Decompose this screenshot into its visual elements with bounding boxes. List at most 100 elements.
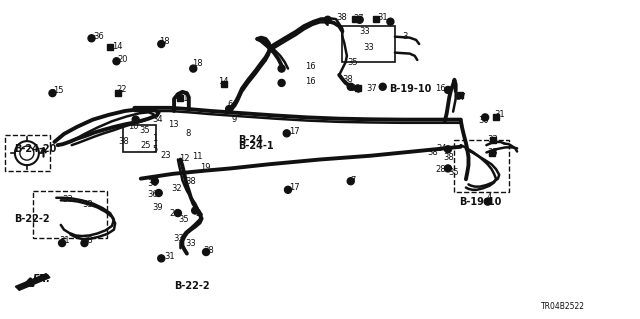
Text: 18: 18 <box>159 37 170 46</box>
Circle shape <box>190 65 196 72</box>
Text: 26: 26 <box>170 209 180 218</box>
Circle shape <box>175 210 181 217</box>
Text: 14: 14 <box>218 77 228 86</box>
Text: 8: 8 <box>186 129 191 138</box>
Text: 13: 13 <box>168 120 179 129</box>
Circle shape <box>445 165 451 172</box>
Circle shape <box>285 186 291 193</box>
Text: 38: 38 <box>428 148 438 157</box>
Circle shape <box>324 16 331 23</box>
Circle shape <box>445 86 451 93</box>
Circle shape <box>49 90 56 97</box>
Text: B-19-10: B-19-10 <box>460 197 502 207</box>
Bar <box>115 90 122 95</box>
Text: 5: 5 <box>152 145 157 154</box>
Circle shape <box>156 189 162 197</box>
Text: 35: 35 <box>347 58 358 67</box>
Text: 33: 33 <box>488 148 499 157</box>
Text: 3: 3 <box>402 32 407 41</box>
Text: 6: 6 <box>227 100 232 109</box>
Text: 11: 11 <box>192 152 202 161</box>
Text: 37: 37 <box>366 84 377 93</box>
Bar <box>33 191 107 238</box>
Bar <box>177 95 184 101</box>
Text: 33: 33 <box>360 27 371 36</box>
Text: 14: 14 <box>112 42 122 51</box>
Text: 31: 31 <box>164 252 175 261</box>
Text: 33: 33 <box>63 195 74 204</box>
Text: 27: 27 <box>353 14 364 23</box>
Text: 29: 29 <box>351 84 361 93</box>
Text: 31: 31 <box>494 110 505 119</box>
Text: 38: 38 <box>342 75 353 84</box>
Circle shape <box>482 114 488 121</box>
Text: TR04B2522: TR04B2522 <box>541 302 585 311</box>
Text: 31: 31 <box>378 13 388 22</box>
Text: 33: 33 <box>173 234 184 243</box>
Bar <box>5 135 50 171</box>
Bar <box>123 125 156 152</box>
Text: 33: 33 <box>82 200 93 209</box>
Text: 16: 16 <box>305 77 316 86</box>
Text: 35: 35 <box>178 215 189 224</box>
Text: 33: 33 <box>364 43 374 52</box>
Text: 17: 17 <box>289 127 300 136</box>
Text: B-19-10: B-19-10 <box>389 84 431 94</box>
Text: 38: 38 <box>204 246 214 255</box>
Circle shape <box>113 58 120 65</box>
Text: 10: 10 <box>128 122 138 131</box>
Text: 17: 17 <box>289 183 300 192</box>
Text: B-24: B-24 <box>238 135 263 145</box>
Bar <box>490 137 496 143</box>
Circle shape <box>387 18 394 25</box>
Text: B-22-2: B-22-2 <box>14 214 50 225</box>
Bar <box>221 81 227 86</box>
Text: 23: 23 <box>160 151 171 160</box>
Circle shape <box>380 83 386 90</box>
Circle shape <box>445 146 451 153</box>
Text: 21: 21 <box>178 94 188 103</box>
Circle shape <box>81 240 88 247</box>
Bar <box>456 92 463 98</box>
Text: B-24-1: B-24-1 <box>238 141 274 151</box>
Bar <box>373 16 380 22</box>
Text: 12: 12 <box>179 154 189 163</box>
Text: 35: 35 <box>139 126 150 135</box>
Text: 2: 2 <box>195 209 200 218</box>
Text: 38: 38 <box>443 153 454 162</box>
Text: 38: 38 <box>82 236 93 245</box>
Circle shape <box>284 130 290 137</box>
Text: 36: 36 <box>93 32 104 41</box>
Circle shape <box>132 116 139 123</box>
Text: 38: 38 <box>336 13 347 22</box>
Bar <box>493 115 499 120</box>
Text: 18: 18 <box>192 59 203 68</box>
Bar <box>488 150 495 156</box>
Text: FR.: FR. <box>33 274 51 284</box>
Text: 36: 36 <box>147 190 158 199</box>
Circle shape <box>203 249 209 256</box>
Text: 28: 28 <box>435 165 446 174</box>
Text: B-24-20: B-24-20 <box>14 144 56 154</box>
Text: 15: 15 <box>53 86 63 95</box>
Circle shape <box>484 198 491 205</box>
Text: 20: 20 <box>117 55 127 63</box>
Bar <box>107 44 113 50</box>
Text: 38: 38 <box>186 177 196 186</box>
Text: 30: 30 <box>479 116 490 125</box>
Circle shape <box>356 16 363 23</box>
Text: 22: 22 <box>116 85 127 94</box>
Circle shape <box>152 178 158 185</box>
Text: 31: 31 <box>60 236 70 245</box>
Bar <box>352 16 358 22</box>
Text: 32: 32 <box>172 184 182 193</box>
Circle shape <box>88 35 95 42</box>
Text: 34: 34 <box>152 115 163 124</box>
Circle shape <box>348 83 354 90</box>
Circle shape <box>226 106 232 113</box>
Text: 33: 33 <box>186 239 196 248</box>
Circle shape <box>59 240 65 247</box>
Text: 39: 39 <box>152 204 163 212</box>
Circle shape <box>348 178 354 185</box>
Text: 38: 38 <box>118 137 129 146</box>
